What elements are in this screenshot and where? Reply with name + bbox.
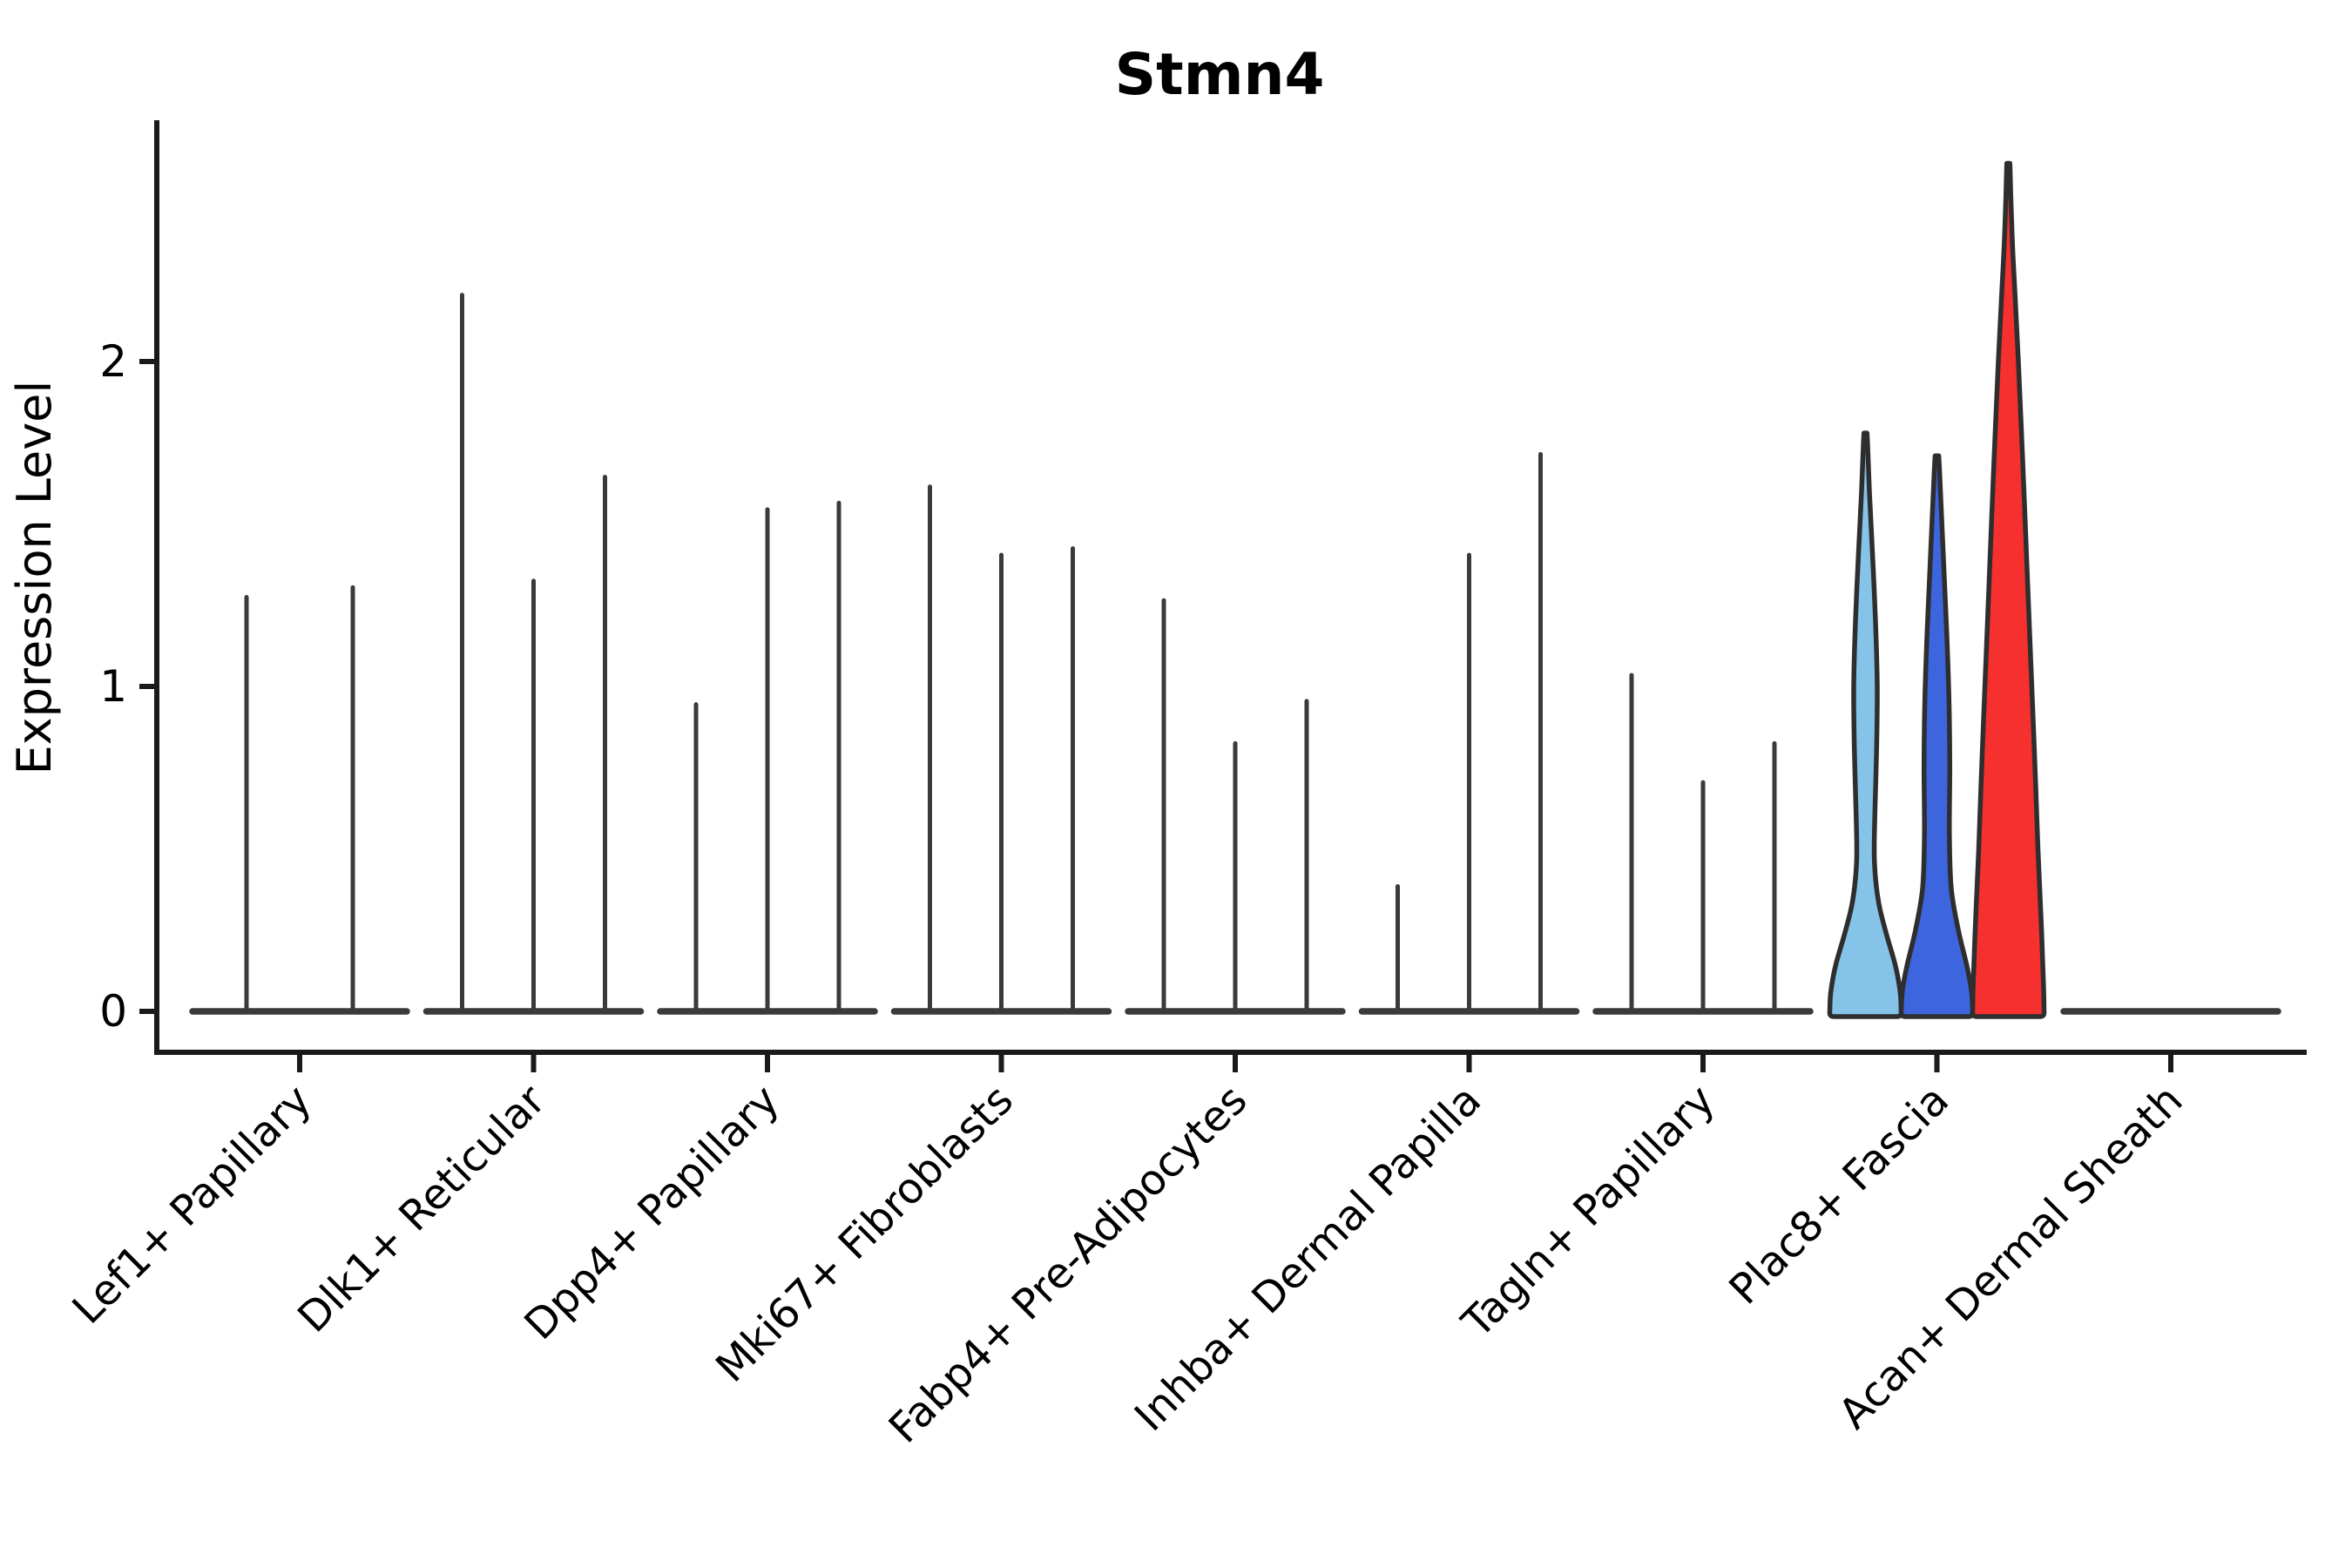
- x-tick-label: Dlk1+ Reticular: [288, 1076, 555, 1342]
- violin-highlighted: [1898, 453, 1976, 1019]
- y-tick-label: 1: [99, 661, 127, 712]
- x-tick-label: Tagln+ Papillary: [1452, 1076, 1724, 1348]
- x-tick-label: Plac8+ Fascia: [1720, 1076, 1958, 1315]
- x-tick-label: Dpp4+ Papillary: [515, 1076, 788, 1349]
- y-tick-label: 0: [99, 986, 127, 1037]
- violin-highlighted: [1970, 160, 2047, 1019]
- y-axis-label: Expression Level: [7, 381, 62, 775]
- x-tick-label: Lef1+ Papillary: [64, 1076, 321, 1334]
- chart-title: Stmn4: [1115, 41, 1325, 108]
- violin-highlighted: [1827, 430, 1904, 1019]
- violins-layer: [189, 160, 2281, 1019]
- y-tick-label: 2: [99, 336, 127, 387]
